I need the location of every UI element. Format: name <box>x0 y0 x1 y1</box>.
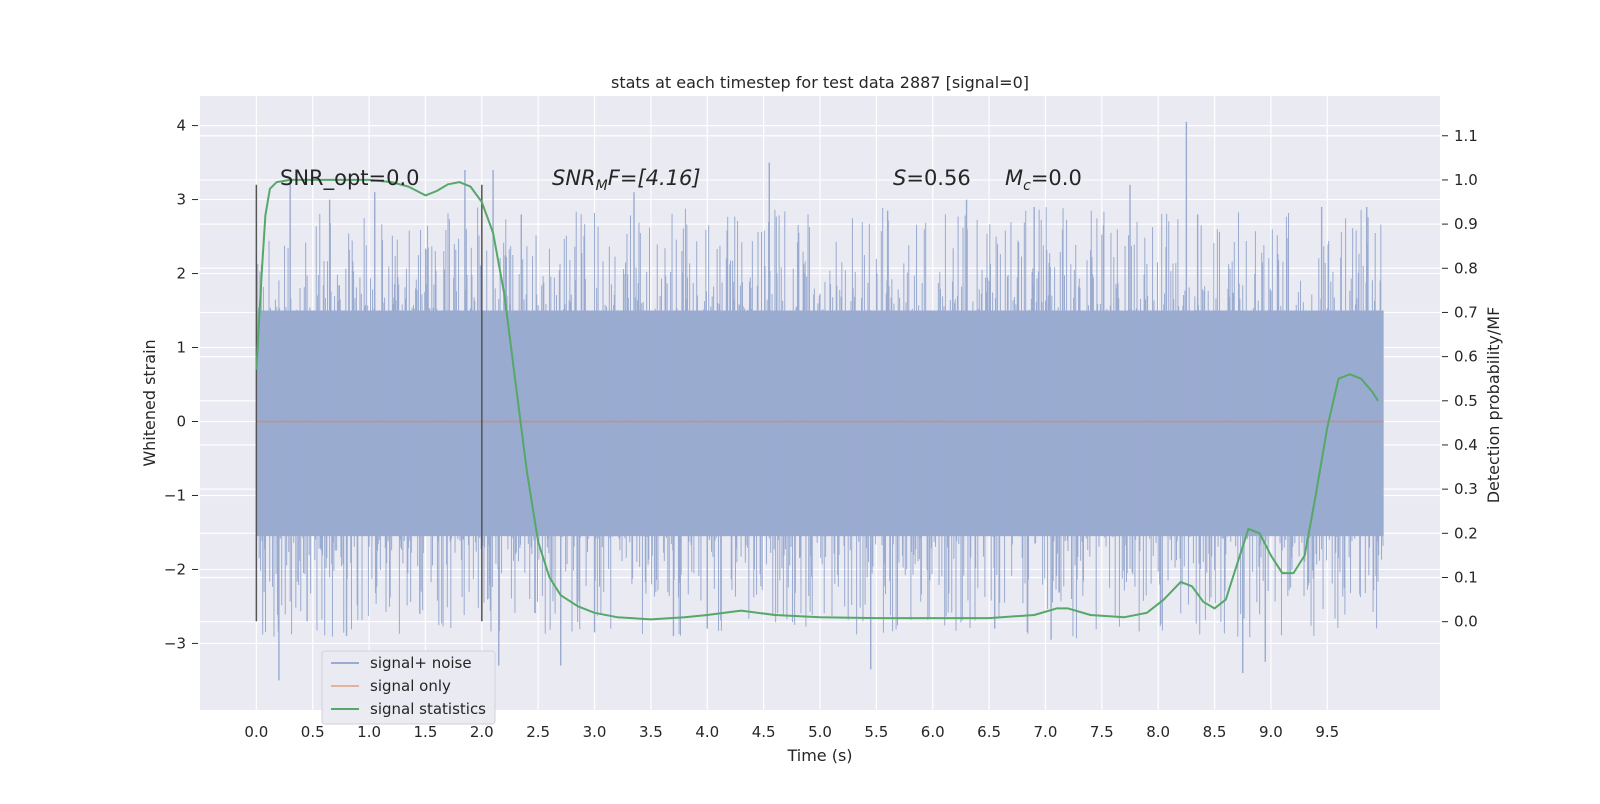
y-right-tick-label: 1.0 <box>1454 171 1478 189</box>
legend-label-signal-only: signal only <box>370 677 451 695</box>
x-tick-label: 1.0 <box>357 723 381 741</box>
y-right-tick-label: 0.6 <box>1454 348 1478 366</box>
annotation-s-rest: =0.56 <box>906 166 970 190</box>
y-right-tick-label: 0.0 <box>1454 613 1478 631</box>
x-tick-label: 4.0 <box>695 723 719 741</box>
y-left-tick-label: 0 <box>176 412 186 430</box>
y-right-tick-label: 1.1 <box>1454 127 1478 145</box>
x-tick-label: 1.5 <box>414 723 438 741</box>
annotation-mc: Mc=0.0 <box>1005 166 1082 194</box>
annotation-snr-mf-rest: F=[4.16] <box>608 166 701 190</box>
y-left-tick-label: 4 <box>176 117 186 135</box>
x-axis-label: Time (s) <box>786 746 852 765</box>
y-right-tick-label: 0.5 <box>1454 392 1478 410</box>
y-axis-label-right: Detection probability/MF <box>1484 307 1503 504</box>
x-tick-label: 0.5 <box>301 723 325 741</box>
x-tick-label: 8.0 <box>1146 723 1170 741</box>
legend-label-signal-statistics: signal statistics <box>370 700 486 718</box>
x-tick-label: 2.0 <box>470 723 494 741</box>
y-right-tick-label: 0.4 <box>1454 436 1478 454</box>
x-tick-label: 6.0 <box>921 723 945 741</box>
x-tick-label: 0.0 <box>244 723 268 741</box>
x-tick-label: 5.0 <box>808 723 832 741</box>
x-tick-label: 9.5 <box>1315 723 1339 741</box>
y-left-tick-label: 2 <box>176 265 186 283</box>
annotation-s-main: S <box>893 166 906 190</box>
signal-noise-series <box>255 121 1384 681</box>
x-tick-label: 9.0 <box>1259 723 1283 741</box>
y-left-tick-label: −3 <box>164 634 186 652</box>
y-right-tick-label: 0.8 <box>1454 259 1478 277</box>
legend: signal+ noise signal only signal statist… <box>321 650 496 725</box>
window-markers <box>255 184 483 622</box>
y-right-tick-label: 0.1 <box>1454 568 1478 586</box>
annotation-snr-mf-main: SNR <box>552 166 596 190</box>
x-tick-label: 7.5 <box>1090 723 1114 741</box>
annotation-snr-opt: SNR_opt=0.0 <box>280 166 420 191</box>
y-left-tick-label: 1 <box>176 339 186 357</box>
chart-title: stats at each timestep for test data 288… <box>611 73 1029 92</box>
y-right-tick-label: 0.7 <box>1454 303 1478 321</box>
signal-statistics-series <box>255 178 1379 621</box>
x-tick-label: 4.5 <box>752 723 776 741</box>
annotation-mc-sub: c <box>1023 178 1031 194</box>
annotation-snr-mf-sub: M <box>596 178 608 194</box>
x-tick-label: 3.5 <box>639 723 663 741</box>
tick-labels: 0.0 0.5 1.0 1.5 2.0 2.5 3.0 3.5 4.0 4.5 5.0 5.5 6.0 6… <box>164 117 1478 741</box>
y-right-tick-label: 0.2 <box>1454 524 1478 542</box>
annotation-mc-rest: =0.0 <box>1031 166 1082 190</box>
y-left-tick-label: −2 <box>164 560 186 578</box>
legend-box <box>321 650 496 725</box>
x-tick-label: 7.0 <box>1034 723 1058 741</box>
annotation-snr-mf: SNRMF=[4.16] <box>552 166 701 194</box>
y-axis-label-left: Whitened strain <box>140 339 159 466</box>
annotation-mc-main: M <box>1005 166 1023 190</box>
y-right-tick-label: 0.3 <box>1454 480 1478 498</box>
y-left-tick-label: −1 <box>164 486 186 504</box>
legend-label-signal-noise: signal+ noise <box>370 654 472 672</box>
x-tick-label: 2.5 <box>526 723 550 741</box>
x-tick-label: 3.0 <box>583 723 607 741</box>
signal-statistics-line <box>255 178 1379 621</box>
y-right-tick-label: 0.9 <box>1454 215 1478 233</box>
annotation-s: S=0.56 <box>893 166 971 190</box>
x-tick-label: 8.5 <box>1203 723 1227 741</box>
x-tick-label: 6.5 <box>977 723 1001 741</box>
x-tick-label: 5.5 <box>864 723 888 741</box>
y-left-tick-label: 3 <box>176 191 186 209</box>
